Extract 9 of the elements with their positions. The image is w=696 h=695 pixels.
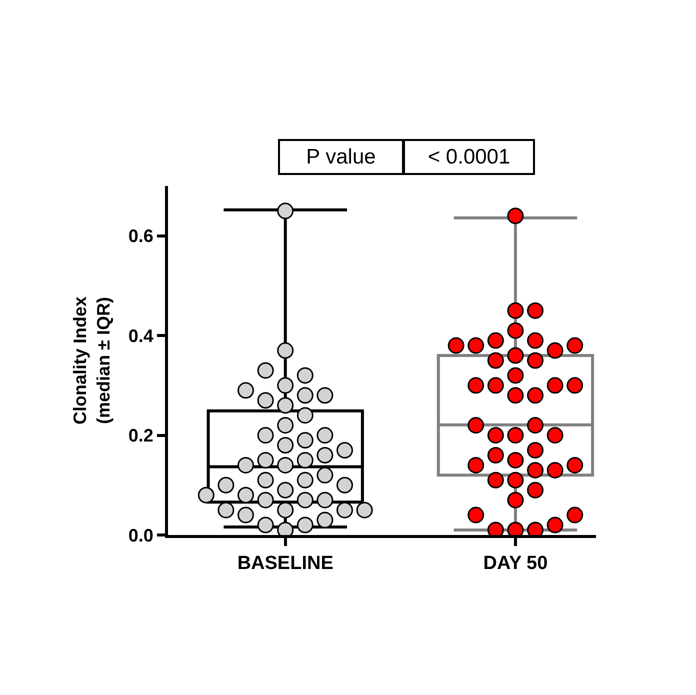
y-tick-label: 0.2 xyxy=(128,426,154,446)
y-tick-label: 0.4 xyxy=(128,326,154,346)
text: < 0.0001 xyxy=(428,146,510,168)
y-tick-label: 0.6 xyxy=(128,226,154,246)
x-tick-label: DAY 50 xyxy=(483,552,548,574)
y-tick-label: 0.0 xyxy=(128,525,154,546)
y-axis-title: Clonality Index (median ± IQR) xyxy=(70,296,114,425)
text: P value xyxy=(306,146,376,168)
x-tick-label: BASELINE xyxy=(237,552,334,574)
